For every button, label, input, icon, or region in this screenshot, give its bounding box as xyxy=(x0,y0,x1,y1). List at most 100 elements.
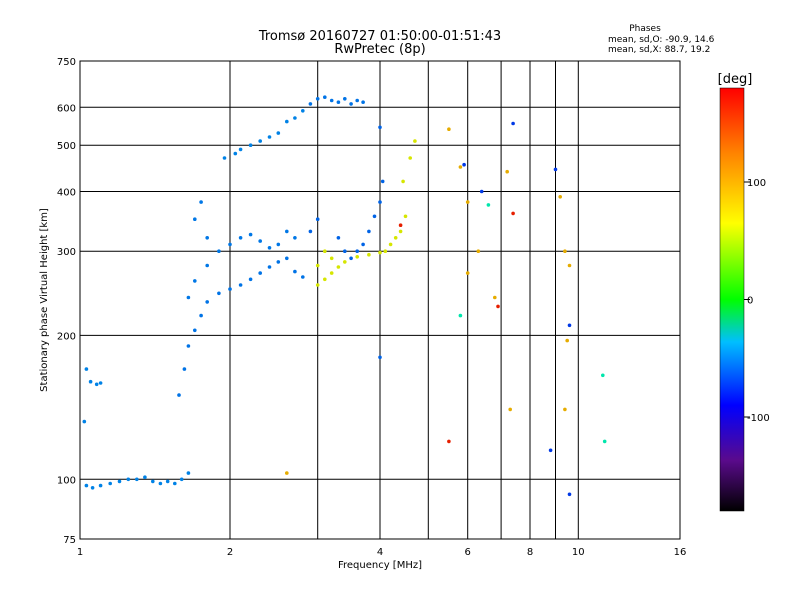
data-point xyxy=(393,236,398,240)
data-point xyxy=(186,344,191,348)
data-point xyxy=(308,229,313,234)
data-point xyxy=(98,483,103,488)
data-point xyxy=(372,214,377,219)
data-point xyxy=(511,211,515,216)
data-point xyxy=(476,249,481,253)
data-point xyxy=(151,479,155,484)
data-point xyxy=(479,189,484,194)
data-point xyxy=(248,232,253,237)
x-tick-label: 6 xyxy=(465,547,471,558)
data-point xyxy=(222,156,227,160)
data-point xyxy=(315,217,320,221)
plot-frame xyxy=(79,60,681,540)
stats-heading: Phases xyxy=(629,24,661,34)
data-point xyxy=(323,277,327,282)
data-point xyxy=(343,249,347,253)
y-tick-label: 500 xyxy=(57,141,76,152)
x-tick-label: 10 xyxy=(572,547,585,558)
data-point xyxy=(323,249,327,253)
data-point xyxy=(323,95,327,99)
data-point xyxy=(143,475,147,480)
data-point xyxy=(217,291,221,296)
data-point xyxy=(293,269,297,274)
data-point xyxy=(293,236,297,240)
grid-lines xyxy=(80,60,680,540)
data-point xyxy=(199,313,203,318)
data-point xyxy=(329,98,334,103)
data-point xyxy=(315,97,320,101)
data-point xyxy=(408,156,413,160)
data-point xyxy=(349,102,353,106)
data-point xyxy=(343,97,347,101)
data-point xyxy=(301,109,305,113)
y-tick-label: 600 xyxy=(57,103,76,114)
data-point xyxy=(378,125,382,130)
data-point xyxy=(193,217,197,221)
data-point xyxy=(186,295,191,300)
y-tick-label: 300 xyxy=(57,247,76,258)
data-point xyxy=(447,127,451,131)
data-point xyxy=(567,323,572,328)
y-tick-label: 75 xyxy=(63,535,76,546)
data-point xyxy=(285,229,289,234)
data-point xyxy=(447,439,451,444)
data-point xyxy=(361,242,365,247)
data-point xyxy=(84,367,89,371)
data-point xyxy=(267,135,272,139)
data-point xyxy=(94,382,99,387)
data-point xyxy=(465,200,470,204)
data-point xyxy=(413,139,417,143)
data-point xyxy=(233,151,238,156)
data-point xyxy=(217,249,221,253)
data-point xyxy=(602,439,607,444)
y-tick-label: 750 xyxy=(57,57,76,68)
data-point xyxy=(548,448,553,453)
data-point xyxy=(193,279,197,283)
data-point xyxy=(108,481,112,486)
data-point xyxy=(508,407,512,412)
data-point xyxy=(563,407,567,412)
colorbar-tick-label: 100 xyxy=(747,178,766,189)
data-point xyxy=(228,287,232,291)
data-point xyxy=(177,393,181,397)
y-axis-label: Stationary phase Virtual Height [km] xyxy=(39,208,50,392)
data-point xyxy=(293,116,297,120)
x-tick-label: 16 xyxy=(674,547,687,558)
data-point xyxy=(90,486,95,490)
data-point xyxy=(378,250,382,255)
colorbar-label: [deg] xyxy=(718,72,753,87)
x-tick-label: 1 xyxy=(77,547,83,558)
data-point xyxy=(388,242,393,247)
stats-line-x: mean, sd,X: 88.7, 19.2 xyxy=(608,45,710,55)
data-point xyxy=(553,167,558,172)
data-point xyxy=(361,100,365,104)
data-points xyxy=(82,95,607,497)
data-point xyxy=(248,277,253,282)
data-point xyxy=(276,131,281,135)
data-point xyxy=(238,283,243,287)
data-point xyxy=(367,229,371,234)
data-point xyxy=(308,102,313,106)
data-point xyxy=(158,481,163,486)
data-point xyxy=(336,100,341,104)
chart-subtitle: RwPretec (8p) xyxy=(334,42,425,57)
data-point xyxy=(458,165,463,169)
x-tick-label: 4 xyxy=(377,547,383,558)
colorbar-ticks: 100 0 -100 xyxy=(744,178,770,424)
data-point xyxy=(493,295,497,300)
data-point xyxy=(567,492,572,497)
data-point xyxy=(165,479,170,484)
data-point xyxy=(238,236,243,240)
x-tick-label: 8 xyxy=(527,547,533,558)
data-point xyxy=(505,169,510,174)
data-point xyxy=(378,355,382,360)
data-point xyxy=(343,260,347,264)
data-point xyxy=(258,139,263,143)
data-point xyxy=(248,143,253,147)
data-point xyxy=(458,313,463,318)
data-point xyxy=(329,271,334,275)
data-point xyxy=(383,249,388,253)
data-point xyxy=(228,242,232,247)
data-point xyxy=(401,179,405,184)
data-point xyxy=(301,275,305,279)
